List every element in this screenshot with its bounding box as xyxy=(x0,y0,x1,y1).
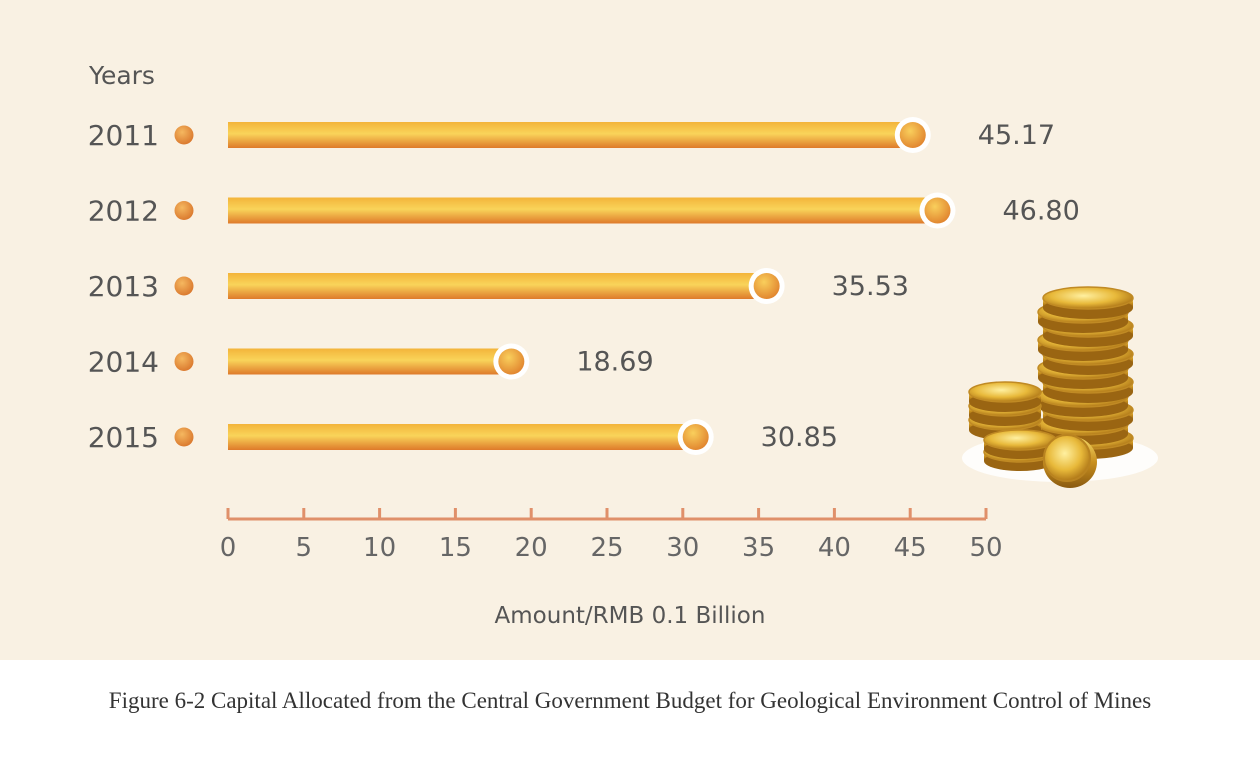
gold-coins-stack-icon xyxy=(962,286,1158,488)
figure-caption: Figure 6-2 Capital Allocated from the Ce… xyxy=(108,688,1152,713)
x-tick-label: 20 xyxy=(515,533,548,563)
data-label: 45.17 xyxy=(978,120,1055,151)
x-axis: 0 5 10 15 20 25 30 35 40 45 50 xyxy=(220,508,1003,563)
category-label: 2011 xyxy=(88,119,159,152)
x-tick-label: 50 xyxy=(969,533,1002,563)
x-tick-label: 15 xyxy=(439,533,472,563)
data-label: 35.53 xyxy=(832,271,909,302)
bar-chart: Years 2011 45.17 2012 46.80 2013 35.53 2014 18.… xyxy=(88,61,1158,629)
bar-end-marker xyxy=(924,197,951,224)
x-tick-label: 30 xyxy=(666,533,699,563)
bar-end-marker xyxy=(899,122,926,148)
bar xyxy=(228,424,696,450)
category-label: 2013 xyxy=(88,270,159,303)
bar-end-marker xyxy=(498,348,525,375)
y-axis-title: Years xyxy=(88,61,155,90)
category-label: 2014 xyxy=(88,346,159,379)
bars-layer: 2011 45.17 2012 46.80 2013 35.53 2014 18.69 2015… xyxy=(88,117,1080,455)
x-tick-label: 25 xyxy=(590,533,623,563)
category-label: 2012 xyxy=(88,195,159,228)
category-dot xyxy=(174,276,194,296)
x-tick-label: 35 xyxy=(742,533,775,563)
data-label: 30.85 xyxy=(761,422,838,453)
x-tick-label: 10 xyxy=(363,533,396,563)
category-dot xyxy=(174,125,194,145)
x-tick-label: 45 xyxy=(894,533,927,563)
category-dot xyxy=(174,352,194,371)
x-tick-label: 5 xyxy=(296,533,313,563)
bar xyxy=(228,197,938,224)
data-label: 18.69 xyxy=(576,347,653,378)
chart-panel: Years 2011 45.17 2012 46.80 2013 35.53 2014 18.… xyxy=(0,0,1260,660)
category-dot xyxy=(174,427,194,447)
x-tick-label: 40 xyxy=(818,533,851,563)
category-dot xyxy=(174,201,194,220)
category-label: 2015 xyxy=(88,421,159,454)
bar-end-marker xyxy=(753,273,780,299)
x-tick-label: 0 xyxy=(220,533,237,563)
bar xyxy=(228,348,512,375)
bar xyxy=(228,122,913,148)
data-label: 46.80 xyxy=(1002,196,1079,227)
bar xyxy=(228,273,767,299)
bar-end-marker xyxy=(682,424,709,450)
x-axis-title: Amount/RMB 0.1 Billion xyxy=(495,603,766,629)
